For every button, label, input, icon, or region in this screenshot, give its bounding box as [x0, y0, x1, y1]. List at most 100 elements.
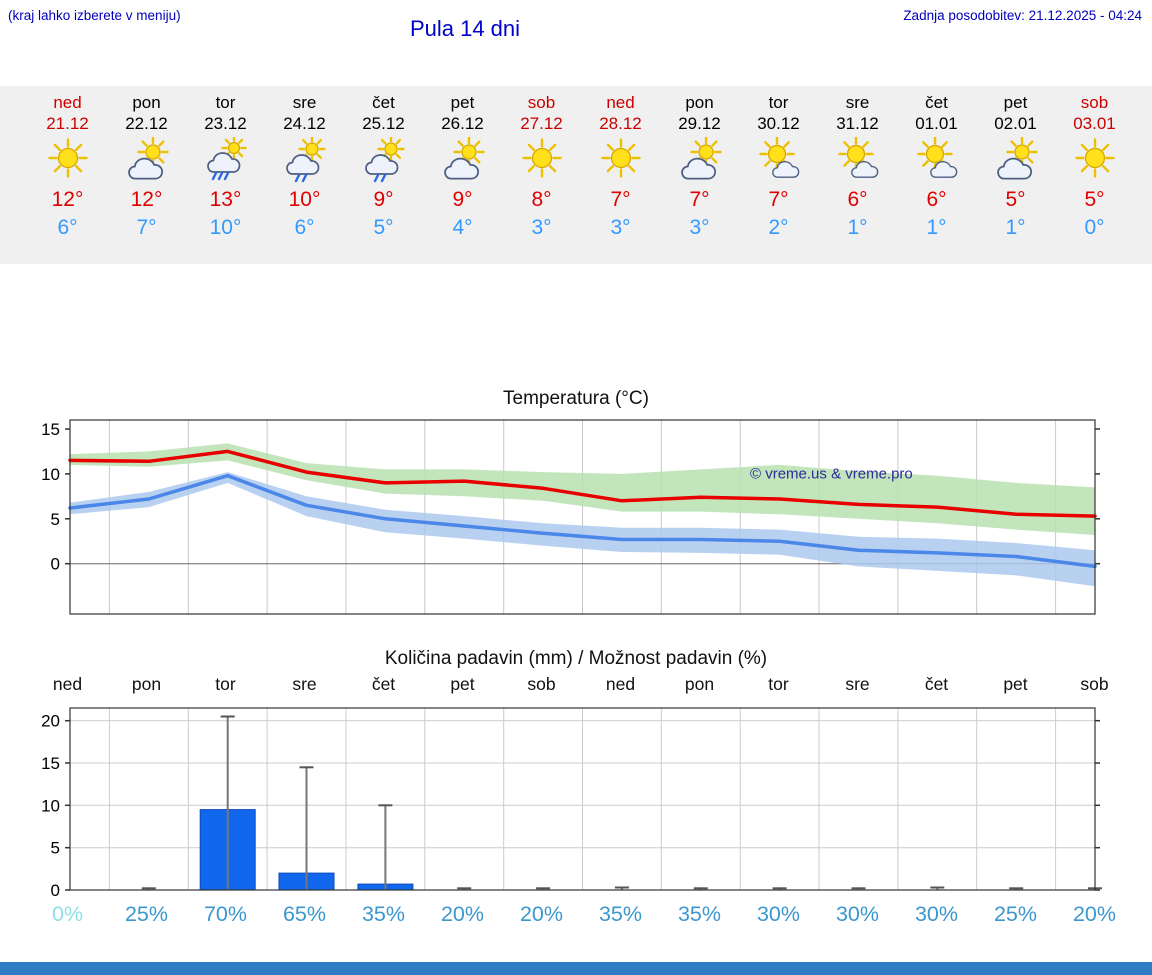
- day-date: 01.01: [915, 114, 958, 134]
- day-name: sre: [845, 93, 870, 112]
- low-temp: 1°: [1005, 215, 1026, 239]
- day-date: 25.12: [362, 114, 405, 134]
- last-updated-text: Zadnja posodobitev: 21.12.2025 - 04:24: [903, 8, 1142, 23]
- svg-text:15: 15: [41, 754, 60, 773]
- day-name: pet: [450, 93, 475, 112]
- low-temp: 3°: [531, 215, 552, 239]
- low-temp: 5°: [373, 215, 394, 239]
- day-date: 03.01: [1073, 114, 1116, 134]
- day-column: tor 30.12 7° 2°: [739, 86, 818, 264]
- day-name: ned: [53, 93, 82, 112]
- sunny-icon: [28, 137, 107, 185]
- precip-day-label: pon: [684, 674, 715, 694]
- day-column: pet 02.01 5° 1°: [976, 86, 1055, 264]
- precip-probability: 25%: [124, 902, 169, 926]
- high-temp: 13°: [209, 187, 242, 211]
- day-column: ned 21.12 12° 6°: [28, 86, 107, 264]
- footer-bar: [0, 962, 1152, 975]
- precip-day-label: sob: [527, 674, 556, 694]
- precip-probability: 70%: [203, 902, 248, 926]
- day-column: sre 24.12 10° 6°: [265, 86, 344, 264]
- precip-day-label: čet: [371, 674, 396, 694]
- high-temp: 7°: [610, 187, 631, 211]
- low-temp: 6°: [294, 215, 315, 239]
- precip-probability: 20%: [519, 902, 564, 926]
- rain-icon: [186, 134, 265, 185]
- low-temp: 3°: [610, 215, 631, 239]
- precip-day-label: tor: [215, 674, 236, 694]
- high-temp: 9°: [452, 187, 473, 211]
- forecast-strip: ned 21.12 12° 6° pon 22.12 12° 7° tor 23.12 13° 10°…: [0, 86, 1152, 264]
- precip-probability: 25%: [993, 902, 1038, 926]
- temperature-chart: 0 5 10 15 © vreme.us & vreme.pro: [41, 419, 1100, 615]
- precip-day-label: ned: [52, 674, 83, 694]
- day-date: 02.01: [994, 114, 1037, 134]
- partly-icon: [107, 135, 186, 185]
- partly-icon: [976, 135, 1055, 185]
- precip-day-label: sre: [845, 674, 870, 694]
- day-date: 30.12: [757, 114, 800, 134]
- high-temp: 5°: [1005, 187, 1026, 211]
- svg-text:10: 10: [41, 465, 60, 484]
- sunny-icon: [581, 137, 660, 185]
- precip-day-label: tor: [768, 674, 789, 694]
- mostly-icon: [818, 135, 897, 185]
- svg-text:20: 20: [41, 712, 60, 731]
- low-temp: 4°: [452, 215, 473, 239]
- day-date: 29.12: [678, 114, 721, 134]
- svg-text:15: 15: [41, 420, 60, 439]
- day-date: 21.12: [46, 114, 89, 134]
- partly-icon: [423, 135, 502, 185]
- high-temp: 6°: [926, 187, 947, 211]
- mostly-icon: [739, 135, 818, 185]
- precip-probability: 30%: [914, 902, 959, 926]
- day-column: tor 23.12 13° 10°: [186, 86, 265, 264]
- day-name: sre: [292, 93, 317, 112]
- low-temp: 10°: [209, 215, 242, 239]
- precip-probability-row: 0% 25% 70% 65% 35% 20% 20% 35% 35% 30% 30% 30% 25% 20…: [0, 902, 1152, 927]
- svg-text:5: 5: [51, 839, 60, 858]
- precip-day-label: sob: [1080, 674, 1109, 694]
- min-temperature-line: [68, 473, 1097, 569]
- high-temp: 7°: [768, 187, 789, 211]
- day-column: pet 26.12 9° 4°: [423, 86, 502, 264]
- precip-probability: 30%: [835, 902, 880, 926]
- day-name: čet: [925, 93, 948, 112]
- showers-icon: [265, 134, 344, 185]
- showers-icon: [344, 134, 423, 185]
- svg-text:0: 0: [51, 881, 60, 900]
- high-temp: 8°: [531, 187, 552, 211]
- day-date: 31.12: [836, 114, 879, 134]
- day-date: 26.12: [441, 114, 484, 134]
- page-title: Pula 14 dni: [409, 16, 521, 41]
- precip-probability: 65%: [282, 902, 327, 926]
- day-column: čet 25.12 9° 5°: [344, 86, 423, 264]
- sunny-icon: [1055, 137, 1134, 185]
- precip-probability: 0%: [51, 902, 84, 926]
- day-name: ned: [606, 93, 635, 112]
- watermark-link[interactable]: © vreme.us & vreme.pro: [750, 465, 913, 482]
- precip-chart-title: Količina padavin (mm) / Možnost padavin …: [384, 648, 768, 669]
- min-range-band: [70, 472, 1095, 587]
- low-temp: 2°: [768, 215, 789, 239]
- day-name: čet: [372, 93, 395, 112]
- max-range-band: [70, 443, 1095, 535]
- precip-day-label: pet: [450, 674, 475, 694]
- day-name: tor: [768, 93, 789, 112]
- day-column: pon 22.12 12° 7°: [107, 86, 186, 264]
- precip-probability: 35%: [677, 902, 722, 926]
- precip-day-label: ned: [605, 674, 636, 694]
- day-date: 27.12: [520, 114, 563, 134]
- precip-probability: 35%: [598, 902, 643, 926]
- day-date: 28.12: [599, 114, 642, 134]
- precip-day-label: sre: [292, 674, 317, 694]
- precip-probability: 30%: [756, 902, 801, 926]
- svg-text:5: 5: [51, 510, 60, 529]
- day-column: sob 27.12 8° 3°: [502, 86, 581, 264]
- low-temp: 1°: [926, 215, 947, 239]
- day-date: 23.12: [204, 114, 247, 134]
- temperature-chart-title: Temperatura (°C): [503, 388, 649, 409]
- day-name: sob: [1080, 93, 1109, 112]
- high-temp: 5°: [1084, 187, 1105, 211]
